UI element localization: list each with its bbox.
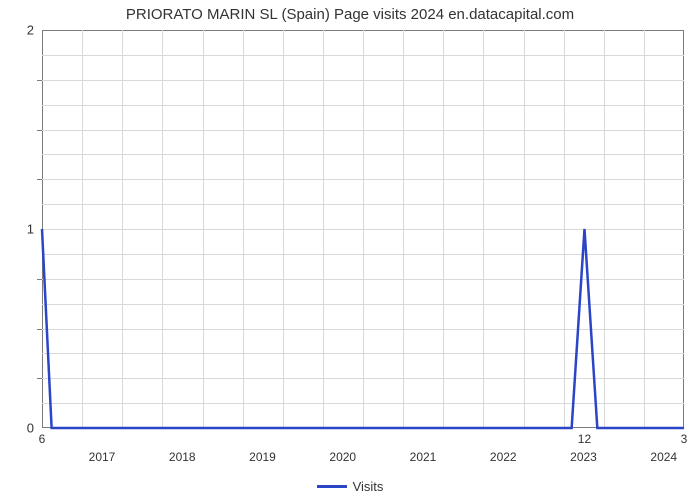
y-tick-label: 2 [27,23,34,38]
x-tick-label: 2020 [329,450,356,464]
x-tick-label: 2021 [410,450,437,464]
y-tick-label: 0 [27,421,34,436]
chart-container: PRIORATO MARIN SL (Spain) Page visits 20… [0,0,700,500]
line-series [42,30,684,428]
data-value-label: 12 [578,432,591,446]
chart-title: PRIORATO MARIN SL (Spain) Page visits 20… [0,6,700,23]
x-tick-label: 2022 [490,450,517,464]
legend: Visits [0,478,700,494]
plot-area: 012 20172018201920202021202220232024 612… [42,30,684,428]
data-value-label: 3 [681,432,688,446]
x-tick-label: 2017 [89,450,116,464]
data-value-label: 6 [39,432,46,446]
visits-line [42,229,684,428]
x-tick-label: 2023 [570,450,597,464]
y-tick-label: 1 [27,222,34,237]
legend-label: Visits [353,479,384,494]
legend-swatch [317,485,347,488]
x-tick-label: 2018 [169,450,196,464]
x-tick-label: 2024 [650,450,677,464]
x-tick-label: 2019 [249,450,276,464]
